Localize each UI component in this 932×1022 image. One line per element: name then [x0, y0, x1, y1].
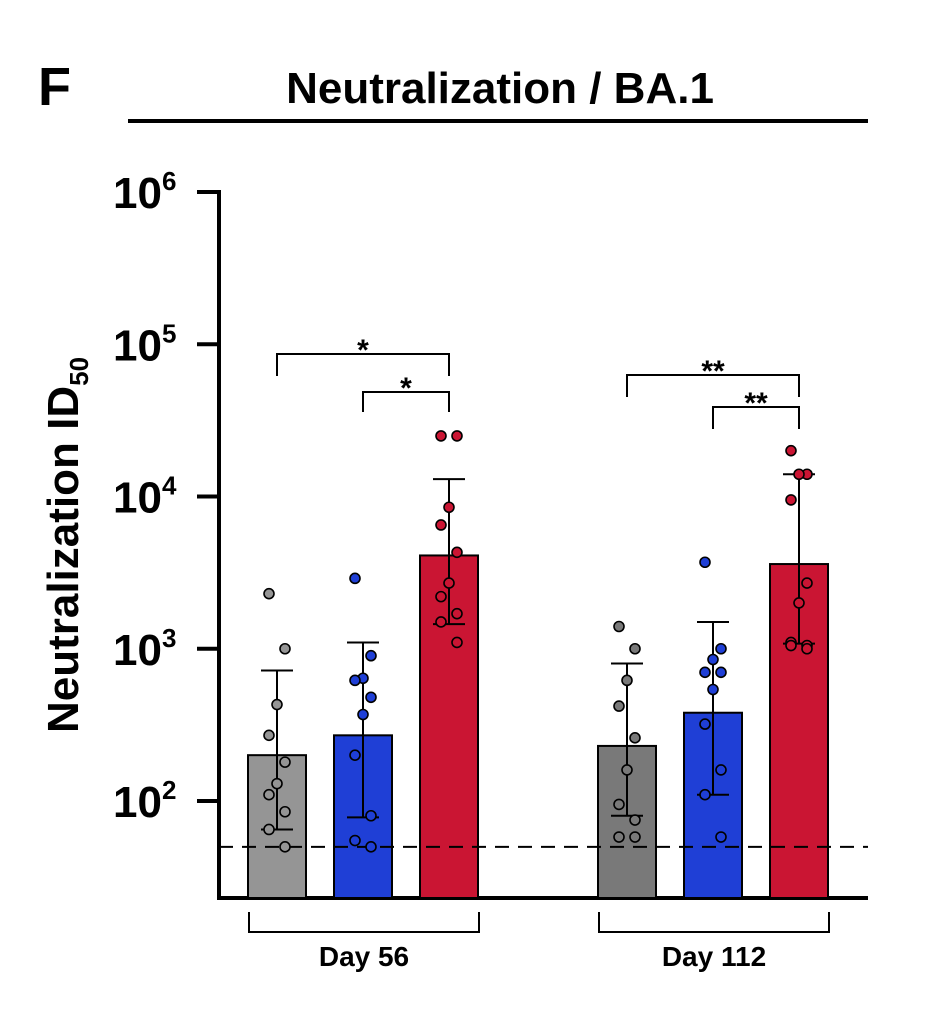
y-axis-label-text: Neutralization ID	[39, 386, 88, 733]
data-point	[707, 653, 719, 666]
data-point	[443, 501, 455, 514]
y-tick-label: 104	[113, 471, 177, 523]
data-point	[613, 831, 625, 843]
data-point	[801, 577, 813, 589]
data-point	[699, 788, 711, 801]
data-point	[279, 756, 291, 768]
y-tick-base: 10	[113, 626, 162, 675]
panel-letter: F	[38, 57, 71, 117]
data-point	[785, 444, 797, 457]
data-point	[365, 809, 377, 822]
group-bracket	[248, 912, 480, 933]
data-point	[443, 577, 455, 589]
data-point	[279, 642, 291, 655]
y-axis-label-subscript: 50	[64, 357, 94, 386]
data-point	[793, 468, 805, 481]
data-point	[279, 805, 291, 818]
data-point	[801, 642, 813, 655]
data-point	[263, 823, 275, 836]
data-point	[435, 616, 447, 628]
group-label: Day 56	[319, 941, 409, 972]
data-point	[279, 841, 291, 853]
chart-title: Neutralization / BA.1	[286, 64, 714, 113]
data-point	[715, 831, 727, 843]
data-point	[629, 814, 641, 826]
y-tick-base: 10	[113, 169, 162, 218]
data-point	[793, 597, 805, 609]
data-point	[365, 691, 377, 704]
data-point	[715, 642, 727, 655]
group-label: Day 112	[662, 941, 766, 972]
data-point	[621, 764, 633, 776]
significance-label: **	[744, 387, 768, 420]
significance-brackets: ******	[276, 334, 800, 429]
significance-bracket	[362, 391, 450, 412]
y-tick-label: 106	[113, 166, 176, 218]
y-tick-exponent: 5	[162, 318, 176, 348]
data-point	[263, 729, 275, 742]
data-point	[365, 649, 377, 662]
y-axis-label: Neutralization ID50	[39, 357, 94, 733]
data-point	[263, 587, 275, 600]
significance-bracket	[626, 374, 800, 397]
data-point	[349, 749, 361, 761]
data-point	[707, 683, 719, 696]
data-point	[613, 700, 625, 712]
data-point	[263, 788, 275, 801]
y-tick-label: 102	[113, 775, 176, 827]
data-point	[715, 666, 727, 679]
data-point	[451, 430, 463, 442]
data-point	[271, 777, 283, 790]
data-point	[451, 607, 463, 620]
data-point	[271, 698, 283, 711]
data-point	[451, 546, 463, 559]
data-point	[715, 764, 727, 776]
y-tick-exponent: 6	[162, 166, 176, 196]
data-point	[435, 519, 447, 531]
data-point	[699, 556, 711, 569]
y-tick-exponent: 4	[162, 471, 177, 501]
y-tick-base: 10	[113, 474, 162, 523]
y-tick-label: 103	[113, 623, 176, 675]
data-point	[785, 639, 797, 652]
data-point	[349, 674, 361, 687]
data-point	[365, 841, 377, 853]
y-tick-label: 105	[113, 318, 176, 370]
significance-bracket	[712, 406, 800, 429]
significance-label: *	[357, 334, 369, 367]
data-point	[785, 494, 797, 506]
significance-label: **	[701, 355, 725, 388]
data-point	[613, 620, 625, 633]
data-point	[357, 708, 369, 721]
data-points	[263, 430, 813, 853]
significance-bracket	[276, 353, 450, 376]
data-point	[349, 572, 361, 585]
data-point	[349, 834, 361, 847]
data-point	[613, 798, 625, 811]
group-labels: Day 56 Day 112	[248, 912, 830, 972]
data-point	[629, 642, 641, 655]
data-point	[435, 590, 447, 603]
y-tick-exponent: 3	[162, 623, 176, 653]
y-tick-base: 10	[113, 321, 162, 370]
data-point	[629, 831, 641, 843]
data-point	[699, 666, 711, 679]
data-point	[699, 718, 711, 730]
data-point	[435, 430, 447, 442]
data-point	[621, 674, 633, 687]
group-bracket	[598, 912, 830, 933]
data-point	[451, 636, 463, 649]
data-point	[629, 732, 641, 744]
y-tick-base: 10	[113, 778, 162, 827]
significance-label: *	[400, 372, 412, 405]
y-tick-exponent: 2	[162, 775, 176, 805]
